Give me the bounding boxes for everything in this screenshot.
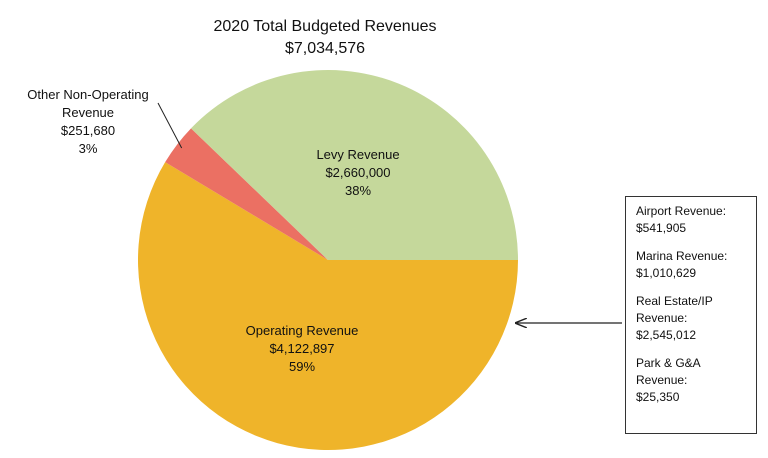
- chart-subtitle: $7,034,576: [284, 40, 366, 57]
- annotation-item: Airport Revenue: $541,905: [636, 203, 746, 237]
- annotation-label: Marina Revenue:: [636, 249, 728, 263]
- annotation-amount: $1,010,629: [636, 266, 697, 280]
- title-block: 2020 Total Budgeted Revenues $7,034,576: [0, 16, 650, 60]
- annotation-amount: $2,545,012: [636, 328, 697, 342]
- slice-label: Operating Revenue $4,122,897 59%: [222, 322, 382, 376]
- annotation-item: Park & G&A Revenue: $25,350: [636, 355, 746, 406]
- slice-name: Levy Revenue: [316, 147, 400, 162]
- slice-label: Other Non-Operating Revenue $251,680 3%: [18, 86, 158, 158]
- slice-percent-label: 3%: [78, 141, 98, 156]
- slice-value-label: $251,680: [60, 123, 116, 138]
- annotation-label: Park & G&A Revenue:: [636, 356, 701, 387]
- slice-name: Operating Revenue: [245, 323, 359, 338]
- slice-value-label: $4,122,897: [269, 341, 335, 356]
- slice-percent-label: 59%: [288, 359, 316, 374]
- annotation-box: Airport Revenue: $541,905 Marina Revenue: $…: [625, 196, 757, 434]
- annotation-label: Airport Revenue:: [636, 204, 727, 218]
- chart-title: 2020 Total Budgeted Revenues: [213, 18, 437, 35]
- slice-percent-label: 38%: [344, 183, 372, 198]
- pie-slice: [165, 128, 328, 260]
- annotation-amount: $25,350: [636, 390, 680, 404]
- pie-slice: [191, 70, 519, 261]
- slice-value-label: $2,660,000: [325, 165, 391, 180]
- annotation-label: Real Estate/IP Revenue:: [636, 294, 713, 325]
- pie-slice: [138, 162, 519, 450]
- annotation-item: Marina Revenue: $1,010,629: [636, 248, 746, 282]
- annotation-item: Real Estate/IP Revenue: $2,545,012: [636, 293, 746, 344]
- slice-name: Other Non-Operating Revenue: [27, 87, 149, 120]
- slice-label: Levy Revenue $2,660,000 38%: [278, 146, 438, 200]
- annotation-amount: $541,905: [636, 221, 687, 235]
- leader-line: [157, 102, 183, 149]
